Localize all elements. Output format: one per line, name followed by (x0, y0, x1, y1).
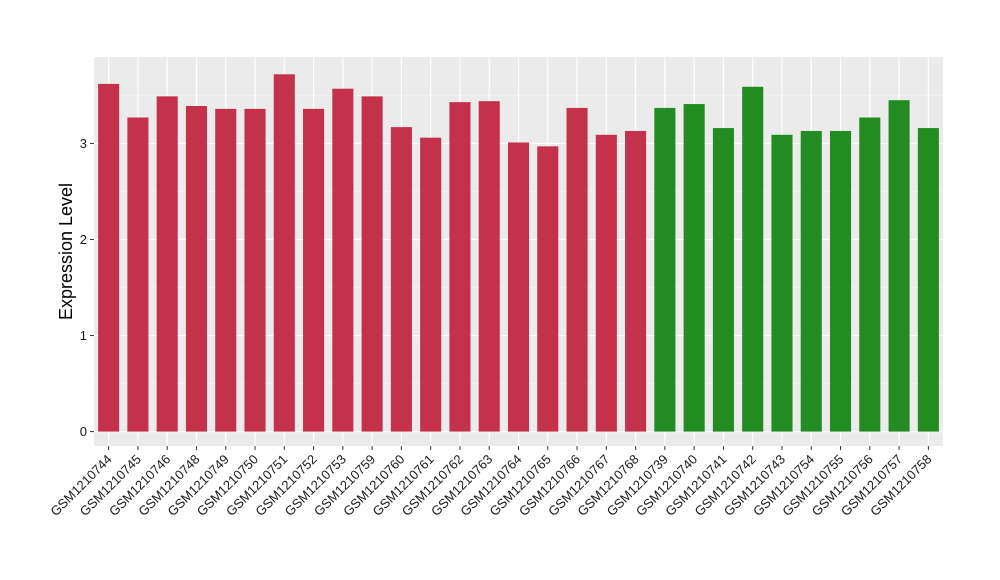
bar (98, 83, 120, 432)
bar (800, 130, 822, 432)
y-tick-label: 2 (80, 232, 87, 247)
bar (390, 127, 412, 432)
y-axis-title: Expression Level (56, 183, 76, 320)
y-tick-label: 0 (80, 424, 87, 439)
bar (683, 104, 705, 432)
bar (859, 117, 881, 432)
bar (273, 74, 295, 432)
bar (829, 130, 852, 432)
bar (712, 128, 734, 432)
x-axis: GSM1210744GSM1210745GSM1210746GSM1210748… (47, 446, 934, 519)
y-tick-label: 1 (80, 328, 87, 343)
bar (771, 134, 793, 432)
bar (478, 101, 500, 432)
bar (888, 100, 910, 432)
y-tick-label: 3 (80, 136, 87, 151)
bar (449, 102, 471, 432)
bar (215, 108, 237, 432)
bar (127, 117, 149, 432)
bar (185, 105, 208, 432)
bar (156, 96, 178, 432)
bar (332, 88, 354, 432)
bar (244, 108, 266, 432)
bar (420, 137, 442, 432)
bar (361, 96, 383, 432)
bar (625, 130, 647, 432)
bars (98, 74, 939, 432)
bar (537, 146, 559, 432)
bar (303, 108, 325, 432)
y-axis: 0 1 2 3 (80, 136, 94, 439)
bar (742, 86, 764, 432)
bar (507, 142, 530, 432)
bar (654, 107, 676, 432)
bar (917, 128, 939, 432)
bar (566, 107, 588, 432)
bar (595, 134, 617, 432)
